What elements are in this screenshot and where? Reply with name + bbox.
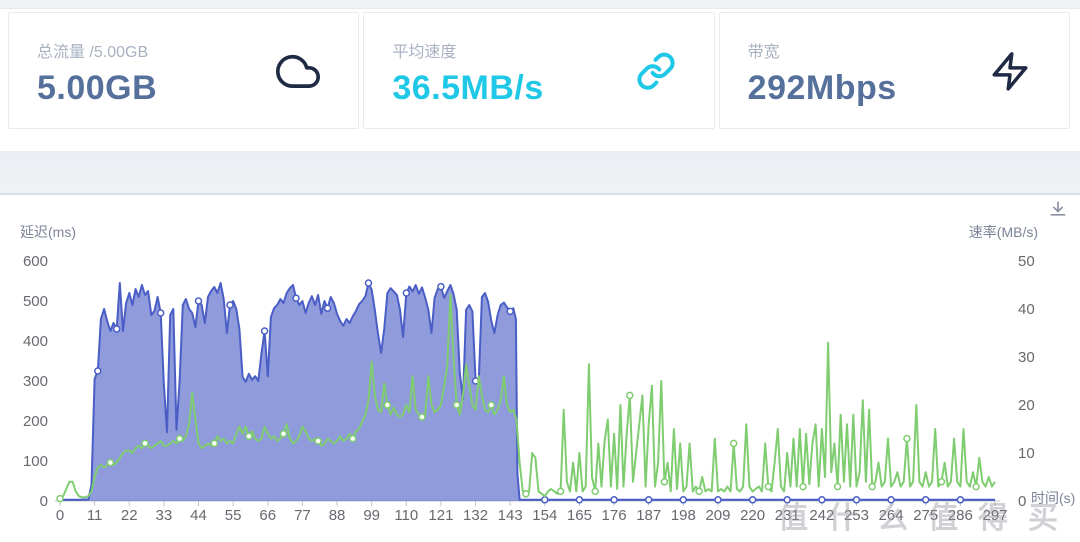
svg-text:400: 400 (23, 333, 48, 350)
total-traffic-label: 总流量 /5.00GB (37, 44, 149, 61)
svg-text:200: 200 (23, 413, 48, 430)
card-average-speed: 平均速度 36.5MB/s (363, 12, 715, 129)
svg-text:100: 100 (23, 453, 48, 470)
latency-axis-title: 延迟(ms) (20, 224, 76, 240)
svg-text:121: 121 (428, 507, 453, 524)
page-bottom-divider (0, 193, 1080, 195)
svg-text:300: 300 (23, 373, 48, 390)
svg-text:33: 33 (156, 507, 173, 524)
speed-axis-title: 速率(MB/s) (968, 224, 1038, 240)
svg-text:165: 165 (567, 507, 592, 524)
svg-text:0: 0 (40, 493, 48, 510)
download-icon[interactable] (1048, 199, 1068, 224)
link-icon (636, 51, 676, 96)
average-speed-label: 平均速度 (392, 44, 457, 61)
svg-text:220: 220 (740, 507, 765, 524)
svg-text:0: 0 (56, 507, 64, 524)
chart-canvas[interactable]: 0 11 22 33 44 55 66 77 88 99 110 121 132 143 154 165 176… (0, 193, 1080, 535)
svg-text:242: 242 (809, 507, 834, 524)
speedtest-chart-panel: 延迟(ms) 速率(MB/s) 时间(s) 0 11 22 33 44 55 66 77 88 9… (0, 193, 1080, 535)
svg-text:99: 99 (363, 507, 380, 524)
svg-text:187: 187 (636, 507, 661, 524)
svg-text:500: 500 (23, 293, 48, 310)
cloud-icon (276, 49, 321, 98)
bandwidth-value: 292Mbps (747, 69, 897, 107)
svg-text:132: 132 (463, 507, 488, 524)
svg-text:55: 55 (225, 507, 242, 524)
card-bandwidth: 带宽 292Mbps (718, 12, 1070, 129)
svg-text:600: 600 (23, 253, 48, 270)
svg-text:286: 286 (948, 507, 973, 524)
total-traffic-value: 5.00GB (37, 69, 158, 107)
svg-text:231: 231 (775, 507, 800, 524)
svg-text:40: 40 (1018, 301, 1035, 318)
svg-text:77: 77 (294, 507, 311, 524)
time-axis-title: 时间(s) (1031, 490, 1076, 506)
svg-text:264: 264 (879, 507, 904, 524)
lightning-icon (989, 50, 1031, 97)
card-total-traffic: 总流量 /5.00GB 5.00GB (8, 12, 360, 129)
svg-text:11: 11 (87, 507, 103, 524)
svg-text:143: 143 (498, 507, 523, 524)
svg-text:198: 198 (671, 507, 696, 524)
section-divider-band (0, 151, 1080, 198)
svg-text:209: 209 (705, 507, 730, 524)
svg-text:154: 154 (532, 507, 557, 524)
spacer (0, 129, 1080, 151)
average-speed-value: 36.5MB/s (392, 69, 544, 107)
svg-text:66: 66 (259, 507, 276, 524)
svg-text:44: 44 (190, 507, 207, 524)
svg-text:50: 50 (1018, 253, 1035, 270)
svg-text:0: 0 (1018, 493, 1026, 510)
bandwidth-label: 带宽 (747, 44, 780, 61)
svg-text:88: 88 (329, 507, 346, 524)
svg-text:22: 22 (121, 507, 138, 524)
page-top-divider (0, 0, 1080, 9)
stats-cards-row: 总流量 /5.00GB 5.00GB 平均速度 36.5MB/s 带宽 292M… (8, 12, 1070, 129)
svg-text:176: 176 (602, 507, 627, 524)
svg-text:253: 253 (844, 507, 869, 524)
svg-text:110: 110 (394, 507, 418, 524)
svg-text:10: 10 (1018, 445, 1035, 462)
svg-text:20: 20 (1018, 397, 1035, 414)
svg-text:297: 297 (982, 507, 1007, 524)
svg-text:30: 30 (1018, 349, 1035, 366)
svg-text:275: 275 (913, 507, 938, 524)
